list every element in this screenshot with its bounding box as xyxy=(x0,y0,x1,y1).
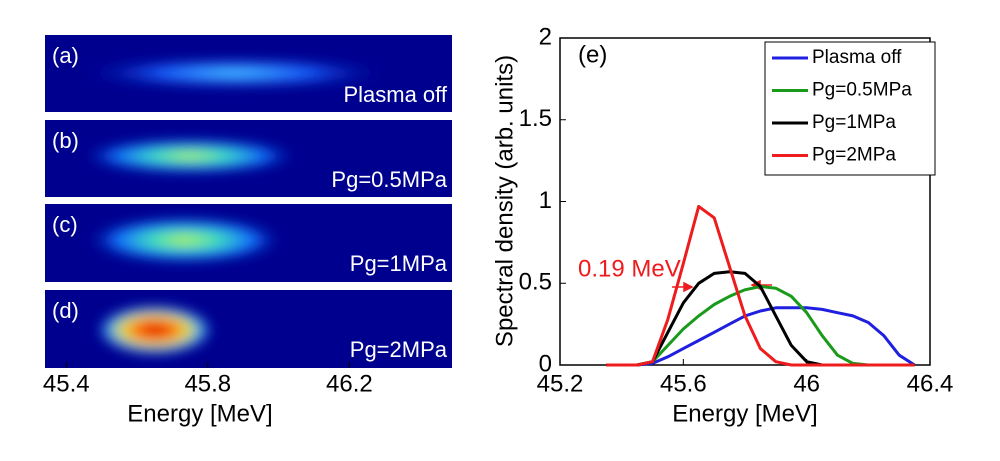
series-line xyxy=(606,204,915,367)
legend-box xyxy=(764,41,936,176)
beam-spot xyxy=(85,216,285,264)
x-tick-label: 46.2 xyxy=(326,370,373,397)
panel-label: (c) xyxy=(52,212,78,237)
panel-caption: Pg=1MPa xyxy=(350,251,448,276)
beam-spot xyxy=(95,304,215,356)
x-tick-label: 45.2 xyxy=(537,370,584,397)
series-line xyxy=(606,285,915,367)
beam-spot xyxy=(75,57,395,89)
panel-caption: Pg=0.5MPa xyxy=(331,167,447,192)
annotation: 0.19 MeV xyxy=(578,255,681,282)
panel-label: (e) xyxy=(578,41,607,68)
y-tick-label: 1.5 xyxy=(519,105,552,132)
legend-label: Pg=1MPa xyxy=(812,112,896,133)
panel-label: (a) xyxy=(52,43,79,68)
y-tick-label: 0.5 xyxy=(519,269,552,296)
beam-spot xyxy=(80,138,300,174)
y-tick-label: 2 xyxy=(539,23,552,50)
panel-caption: Pg=2MPa xyxy=(350,337,448,362)
x-axis-label: Energy [MeV] xyxy=(672,400,817,427)
x-tick-label: 45.4 xyxy=(43,370,90,397)
y-tick-label: 0 xyxy=(539,350,552,377)
panel-label: (b) xyxy=(52,128,79,153)
image-panels xyxy=(45,35,452,368)
panel-label: (d) xyxy=(52,298,79,323)
series-line xyxy=(606,270,915,367)
legend-label: Pg=0.5MPa xyxy=(812,80,912,101)
legend-label: Plasma off xyxy=(812,47,902,68)
x-tick-label: 46 xyxy=(793,370,820,397)
x-axis-label: Energy [MeV] xyxy=(127,400,272,427)
panel-caption: Plasma off xyxy=(343,82,447,107)
y-tick-label: 1 xyxy=(539,187,552,214)
legend-label: Pg=2MPa xyxy=(812,145,896,166)
series-line xyxy=(606,306,916,367)
y-axis-label: Spectral density (arb. units) xyxy=(491,55,518,347)
x-tick-label: 45.8 xyxy=(184,370,231,397)
arrow-head xyxy=(683,281,694,293)
x-tick-label: 45.6 xyxy=(660,370,707,397)
x-tick-label: 46.4 xyxy=(907,370,954,397)
